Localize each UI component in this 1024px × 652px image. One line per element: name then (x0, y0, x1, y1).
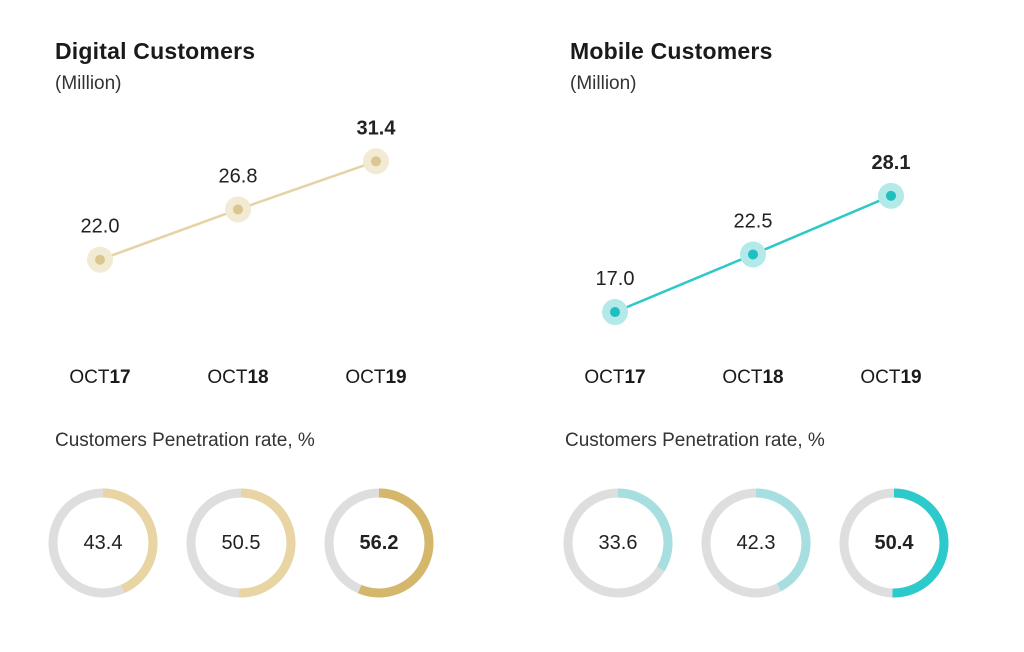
chart-title: Mobile Customers (570, 38, 773, 64)
data-label: 28.1 (872, 152, 911, 174)
donut-value-label: 42.3 (736, 532, 776, 554)
penetration-donut: 33.6 (560, 485, 676, 601)
donut-ring (324, 488, 434, 598)
chart-unit: (Million) (570, 73, 637, 94)
donut-arc (186, 488, 296, 598)
x-tick-label: OCT17 (69, 367, 130, 388)
data-point (610, 307, 620, 318)
donut-ring (186, 488, 296, 598)
donut-ring (839, 488, 949, 598)
donut-arc (701, 488, 811, 598)
data-label: 31.4 (357, 117, 397, 139)
data-label: 26.8 (219, 165, 258, 187)
mobile-customers-panel: Mobile Customers (Million) 17.0 22.5 28.1 O… (563, 0, 1024, 652)
x-tick-label: OCT17 (584, 367, 645, 388)
donut-arc (48, 488, 158, 598)
chart-unit: (Million) (55, 73, 122, 94)
donut-ring (563, 488, 673, 598)
donut-value-label: 50.4 (874, 532, 914, 554)
donut-ring (701, 488, 811, 598)
data-point (233, 204, 243, 215)
penetration-donut: 42.3 (698, 485, 814, 601)
donut-arc (563, 488, 673, 598)
donut-arc (839, 488, 949, 598)
x-tick-label: OCT19 (860, 367, 921, 388)
data-point (748, 249, 758, 260)
penetration-donut: 50.4 (836, 485, 952, 601)
digital-line-chart: 22.0 26.8 31.4 OCT17 OCT18 OCT19 (69, 117, 406, 388)
chart-title: Digital Customers (55, 38, 256, 64)
data-point (371, 156, 381, 167)
penetration-rate-label: Customers Penetration rate, % (565, 430, 825, 451)
donut-value-label: 33.6 (598, 532, 638, 554)
donut-ring (48, 488, 158, 598)
donut-value-label: 43.4 (83, 532, 123, 554)
digital-customers-panel: Digital Customers (Million) 22.0 26.8 31.4… (48, 0, 525, 652)
donut-value-label: 56.2 (359, 532, 399, 554)
x-tick-label: OCT18 (722, 367, 783, 388)
data-point (886, 190, 896, 201)
mobile-line-chart: 17.0 22.5 28.1 OCT17 OCT18 OCT19 (584, 152, 921, 388)
penetration-donut: 56.2 (321, 485, 437, 601)
penetration-donut: 50.5 (183, 485, 299, 601)
data-label: 22.5 (734, 210, 773, 232)
donut-arc (324, 488, 434, 598)
penetration-donut: 43.4 (45, 485, 161, 601)
donut-value-label: 50.5 (221, 532, 261, 554)
penetration-donut-row: 43.4 50.5 56.2 (45, 485, 525, 605)
x-tick-label: OCT19 (345, 367, 406, 388)
penetration-rate-label: Customers Penetration rate, % (55, 430, 315, 451)
data-point (95, 254, 105, 265)
penetration-donut-row: 33.6 42.3 50.4 (560, 485, 1024, 605)
data-label: 22.0 (81, 216, 120, 238)
data-label: 17.0 (596, 268, 635, 290)
x-tick-label: OCT18 (207, 367, 268, 388)
